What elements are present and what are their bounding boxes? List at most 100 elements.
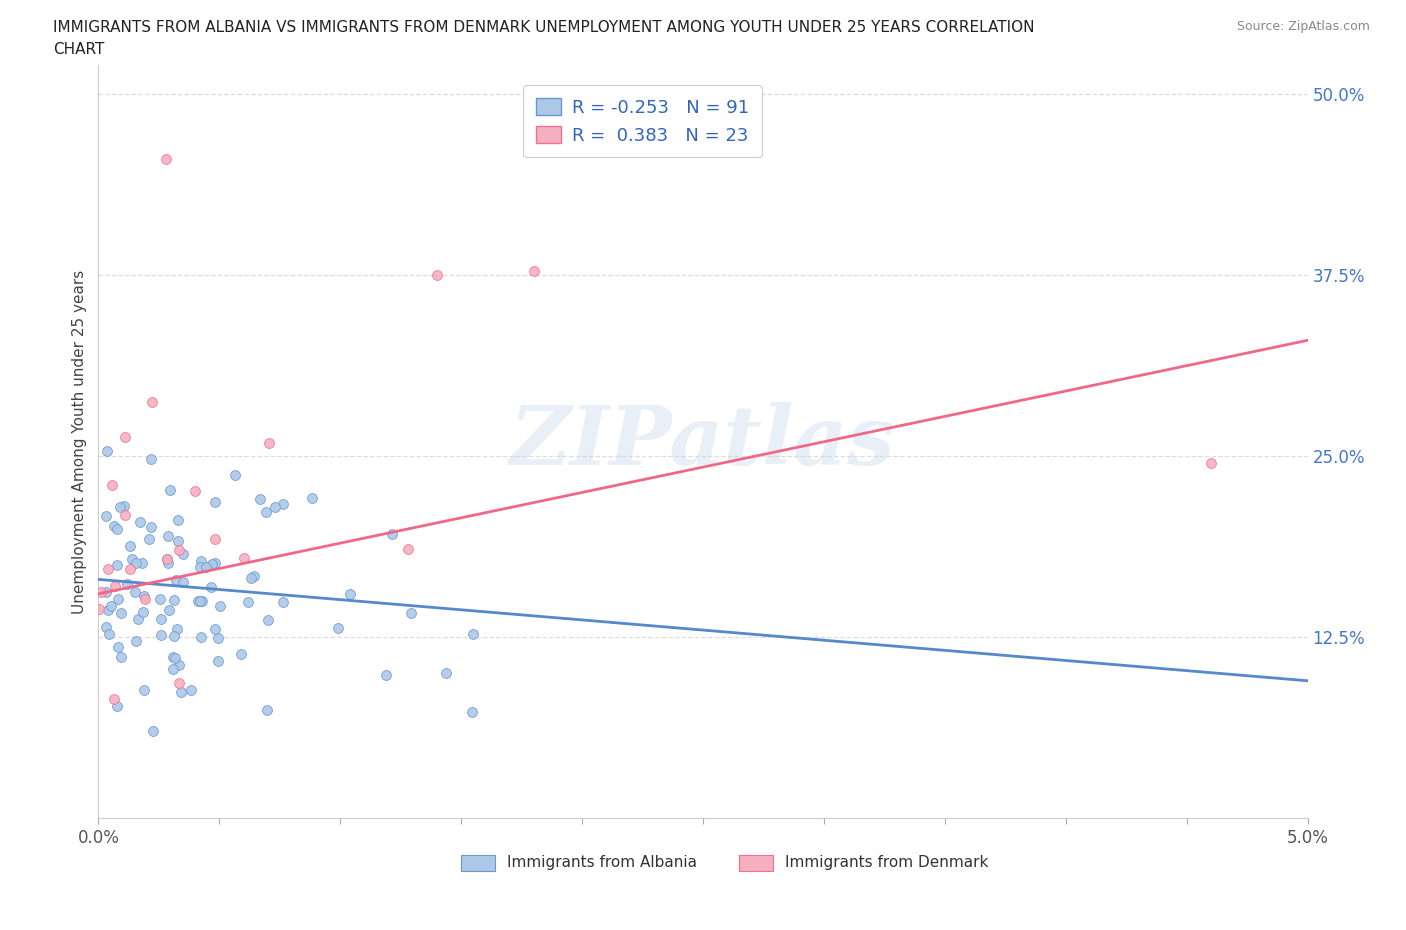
Text: CHART: CHART [53,42,105,57]
Point [94,619,117,634]
Point [114,498,136,513]
Point [157,603,180,618]
Text: IMMIGRANTS FROM ALBANIA VS IMMIGRANTS FROM DENMARK UNEMPLOYMENT AMONG YOUTH UNDE: IMMIGRANTS FROM ALBANIA VS IMMIGRANTS FR… [53,20,1035,35]
Point [167,658,190,672]
Point [149,628,172,643]
Point [138,532,160,547]
Point [232,551,254,566]
Point [208,599,231,614]
Point [159,483,181,498]
Point [110,649,132,664]
Point [96,444,118,458]
Point [172,547,194,562]
Point [381,527,404,542]
Point [162,649,184,664]
Point [97,603,120,618]
Point [207,653,229,668]
Text: Immigrants from Denmark: Immigrants from Denmark [785,856,988,870]
Text: ZIPatlas: ZIPatlas [510,402,896,482]
Point [105,522,128,537]
Y-axis label: Unemployment Among Youth under 25 years: Unemployment Among Youth under 25 years [72,270,87,614]
Point [149,611,172,626]
Point [101,478,124,493]
Point [169,684,191,699]
Point [87,602,110,617]
Point [188,593,211,608]
Point [201,557,224,572]
Point [461,626,484,641]
Text: Source: ZipAtlas.com: Source: ZipAtlas.com [1236,20,1369,33]
Point [127,612,149,627]
Point [204,555,226,570]
Point [107,591,129,606]
Point [301,491,323,506]
Point [100,599,122,614]
Point [229,646,252,661]
Point [114,507,136,522]
Point [124,585,146,600]
Point [326,620,349,635]
Point [263,499,285,514]
Point [167,533,190,548]
Point [396,541,419,556]
Point [249,491,271,506]
Point [257,613,280,628]
Point [167,676,190,691]
Point [254,505,277,520]
Point [204,495,226,510]
Point [139,520,162,535]
Point [166,621,188,636]
Point [103,519,125,534]
Point [242,569,264,584]
Point [238,595,260,610]
Point [141,394,163,409]
Point [142,724,165,739]
Point [134,591,156,606]
Point [163,629,186,644]
Point [132,604,155,619]
Point [156,551,179,566]
Point [129,515,152,530]
Point [157,556,180,571]
Point [97,562,120,577]
Point [105,698,128,713]
Point [194,559,217,574]
Point [166,512,188,527]
Point [204,531,226,546]
Point [118,538,141,553]
Point [90,585,112,600]
Point [132,683,155,698]
Point [165,573,187,588]
Point [110,605,132,620]
Point [167,542,190,557]
Point [97,627,120,642]
Point [94,585,117,600]
Point [271,594,294,609]
Point [240,570,263,585]
Point [204,621,226,636]
Point [134,589,156,604]
Point [163,592,186,607]
Point [103,691,125,706]
Point [131,556,153,571]
Point [121,551,143,566]
Point [155,152,177,166]
Bar [740,855,773,871]
Point [190,553,212,568]
Point [256,703,278,718]
Point [184,484,207,498]
Point [124,555,146,570]
Point [191,593,214,608]
Point [180,683,202,698]
Point [110,499,132,514]
Point [399,605,422,620]
Bar [461,855,495,871]
Point [339,587,361,602]
Point [1199,456,1222,471]
Point [190,560,212,575]
Text: Immigrants from Albania: Immigrants from Albania [508,856,697,870]
Point [257,436,280,451]
Point [115,577,138,591]
Point [162,661,184,676]
Point [190,630,212,644]
